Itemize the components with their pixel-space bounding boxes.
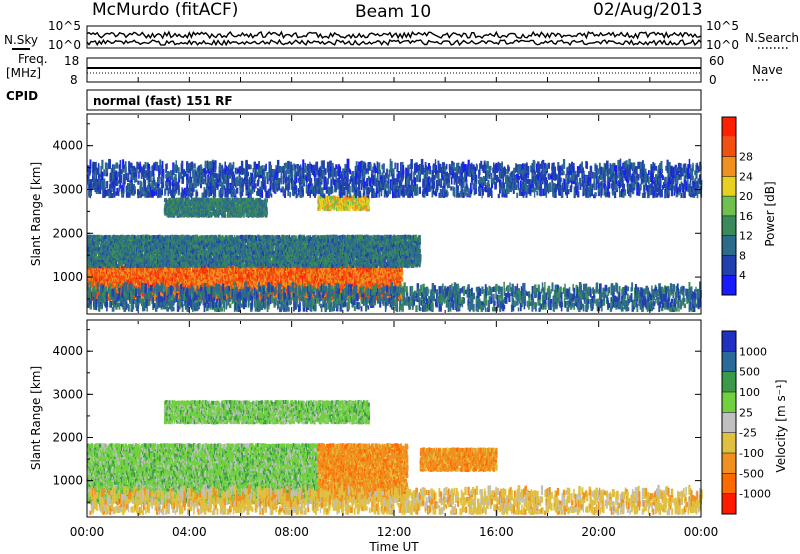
noise-left-tick-bottom: 10^0 (48, 38, 81, 52)
power-cell (130, 235, 131, 239)
power-cell (318, 270, 320, 274)
noise-panel-frame (87, 26, 701, 48)
freq-right-tick-bottom: 0 (709, 73, 717, 87)
power-cell (99, 241, 101, 245)
power-cell (99, 270, 101, 274)
freq-left-tick-bottom: 8 (70, 73, 78, 87)
date-title: 02/Aug/2013 (593, 0, 703, 20)
freq-left-label-2: [MHz] (6, 66, 41, 80)
freq-left-tick-top: 18 (64, 54, 79, 68)
power-cell (177, 245, 178, 249)
beam-title: Beam 10 (355, 2, 431, 22)
nave-right-label: Nave (752, 63, 783, 77)
noise-search-line (87, 40, 701, 45)
cpid-text: normal (fast) 151 RF (93, 94, 233, 108)
noise-left-label: N.Sky (4, 33, 38, 47)
power-heatmap (87, 159, 702, 313)
power-cell (380, 270, 381, 274)
power-cell (216, 272, 217, 276)
cpid-label: CPID (6, 89, 38, 103)
power-cell (181, 273, 183, 277)
noise-sky-line (87, 32, 701, 38)
power-cell (255, 272, 257, 276)
power-cell (99, 235, 101, 239)
noise-right-label: N.Search (745, 31, 799, 45)
power-cell (103, 272, 105, 276)
freq-trace (87, 68, 701, 82)
power-cell (173, 256, 175, 260)
freq-right-tick-top: 60 (709, 54, 724, 68)
noise-left-tick-top: 10^5 (48, 19, 81, 33)
noise-trace (87, 32, 701, 45)
power-cell (103, 242, 104, 246)
power-cell (401, 268, 403, 272)
noise-right-tick-top: 10^5 (706, 19, 739, 33)
power-cell (138, 235, 139, 239)
noise-right-tick-bottom: 10^0 (706, 38, 739, 52)
power-cell (98, 244, 100, 248)
station-title: McMurdo (fitACF) (92, 0, 238, 20)
power-cell (93, 235, 95, 239)
power-cell (345, 271, 347, 275)
freq-left-label-1: Freq. (18, 52, 48, 66)
